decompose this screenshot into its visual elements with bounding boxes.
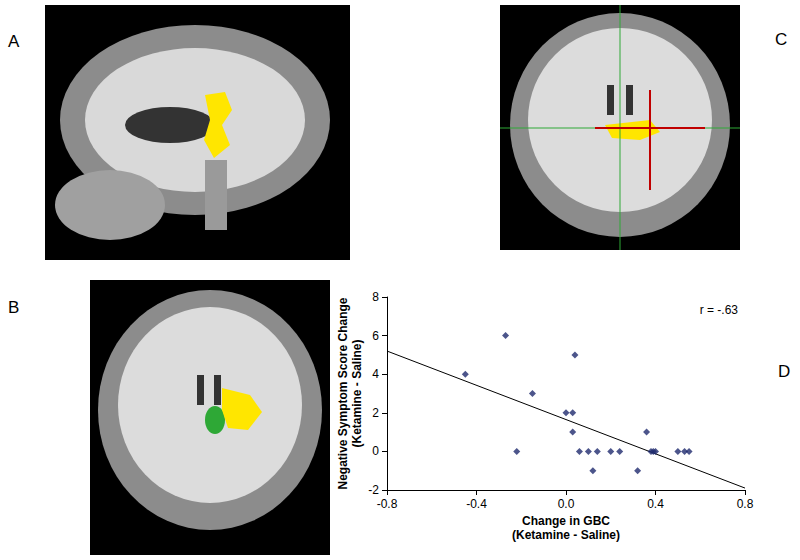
svg-text:-0.8: -0.8 — [377, 497, 398, 511]
html-text:A: A — [8, 32, 20, 51]
svg-text:Negative Symptom Score Change: Negative Symptom Score Change — [336, 297, 350, 489]
html-text:B: B — [8, 298, 20, 317]
svg-text:0: 0 — [372, 444, 379, 458]
svg-text:0.0: 0.0 — [558, 497, 575, 511]
svg-text:(Ketamine - Saline): (Ketamine - Saline) — [350, 339, 364, 447]
svg-text:2: 2 — [372, 406, 379, 420]
svg-text:(Ketamine - Saline): (Ketamine - Saline) — [512, 528, 620, 542]
svg-text:0.8: 0.8 — [737, 497, 754, 511]
svg-text:8: 8 — [372, 290, 379, 304]
svg-text:r = -.63: r = -.63 — [700, 303, 739, 317]
html-text:C: C — [775, 30, 788, 49]
svg-text:-0.4: -0.4 — [466, 497, 487, 511]
svg-text:6: 6 — [372, 329, 379, 343]
svg-text:0.4: 0.4 — [647, 497, 664, 511]
html-text:D: D — [778, 362, 791, 381]
svg-text:4: 4 — [372, 367, 379, 381]
svg-text:Change in GBC: Change in GBC — [522, 514, 610, 528]
svg-text:-2: -2 — [368, 483, 379, 497]
